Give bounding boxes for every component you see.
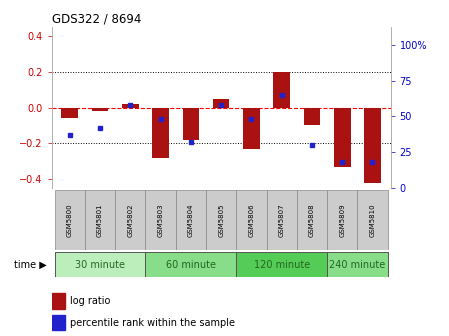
Bar — [327, 252, 387, 277]
Bar — [357, 190, 387, 250]
Bar — [52, 293, 65, 308]
Bar — [297, 190, 327, 250]
Bar — [334, 108, 351, 167]
Text: GSM5801: GSM5801 — [97, 203, 103, 237]
Bar — [115, 190, 145, 250]
Bar — [243, 108, 260, 149]
Bar — [55, 252, 145, 277]
Bar — [152, 108, 169, 158]
Bar — [236, 252, 327, 277]
Text: GSM5802: GSM5802 — [128, 203, 133, 237]
Text: log ratio: log ratio — [70, 296, 110, 306]
Bar — [213, 98, 229, 108]
Text: 30 minute: 30 minute — [75, 260, 125, 269]
Bar — [145, 252, 236, 277]
Bar — [62, 108, 78, 118]
Bar — [183, 108, 199, 140]
Bar — [122, 104, 139, 108]
Text: GSM5808: GSM5808 — [309, 203, 315, 237]
Text: percentile rank within the sample: percentile rank within the sample — [70, 318, 235, 328]
Bar — [304, 108, 320, 125]
Text: time ▶: time ▶ — [14, 260, 47, 269]
Text: GDS322 / 8694: GDS322 / 8694 — [52, 13, 141, 26]
Bar — [273, 72, 290, 108]
Bar — [55, 190, 85, 250]
Bar — [85, 190, 115, 250]
Bar — [327, 190, 357, 250]
Text: GSM5803: GSM5803 — [158, 203, 163, 237]
Bar — [92, 108, 108, 111]
Bar — [206, 190, 236, 250]
Bar — [267, 190, 297, 250]
Text: GSM5807: GSM5807 — [279, 203, 285, 237]
Text: GSM5805: GSM5805 — [218, 203, 224, 237]
Text: GSM5804: GSM5804 — [188, 203, 194, 237]
Bar — [364, 108, 381, 183]
Text: 60 minute: 60 minute — [166, 260, 216, 269]
Bar — [236, 190, 267, 250]
Text: GSM5810: GSM5810 — [370, 203, 375, 237]
Text: GSM5800: GSM5800 — [67, 203, 73, 237]
Text: GSM5806: GSM5806 — [248, 203, 255, 237]
Text: 240 minute: 240 minute — [329, 260, 385, 269]
Text: 120 minute: 120 minute — [254, 260, 310, 269]
Bar — [145, 190, 176, 250]
Text: GSM5809: GSM5809 — [339, 203, 345, 237]
Bar — [176, 190, 206, 250]
Bar — [52, 315, 65, 331]
